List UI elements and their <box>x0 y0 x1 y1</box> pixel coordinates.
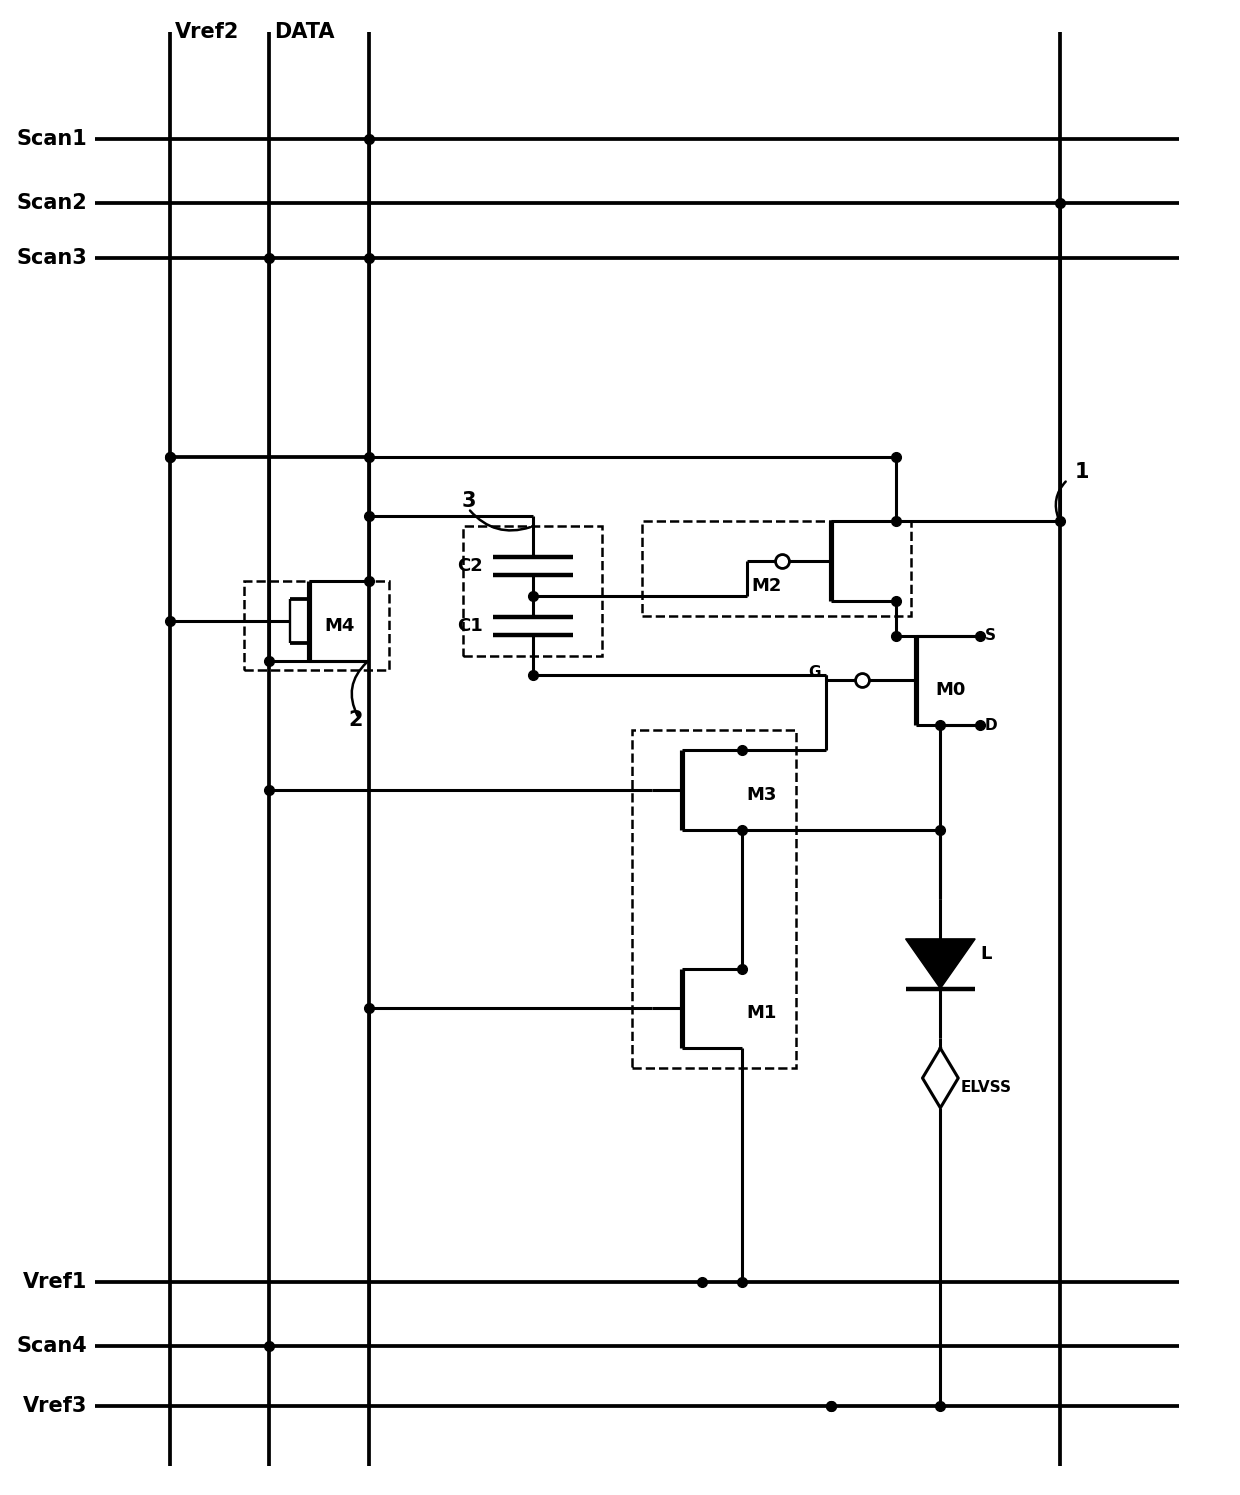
Text: D: D <box>985 718 998 733</box>
Text: M3: M3 <box>746 786 777 804</box>
Bar <box>642 522 910 616</box>
Polygon shape <box>905 939 975 988</box>
Text: M1: M1 <box>746 1005 777 1023</box>
Text: M2: M2 <box>751 577 782 595</box>
Bar <box>244 582 388 670</box>
Text: 2: 2 <box>348 710 363 730</box>
Text: M0: M0 <box>935 682 966 700</box>
Text: DATA: DATA <box>274 22 335 42</box>
Bar <box>632 730 796 1067</box>
Bar <box>464 526 603 655</box>
Text: Vref1: Vref1 <box>24 1272 87 1292</box>
Text: G: G <box>808 665 821 680</box>
Text: C1: C1 <box>458 617 484 635</box>
Text: Vref2: Vref2 <box>175 22 239 42</box>
Text: S: S <box>985 628 996 643</box>
Text: Scan3: Scan3 <box>16 248 87 268</box>
Text: ELVSS: ELVSS <box>960 1081 1012 1096</box>
Text: 1: 1 <box>1075 462 1089 481</box>
Text: Scan2: Scan2 <box>16 193 87 214</box>
Text: 3: 3 <box>461 492 476 511</box>
Text: Scan4: Scan4 <box>16 1337 87 1356</box>
Text: Scan1: Scan1 <box>16 129 87 148</box>
Text: M4: M4 <box>324 617 355 635</box>
Text: Vref3: Vref3 <box>24 1396 87 1416</box>
Text: C2: C2 <box>458 558 484 576</box>
Text: L: L <box>980 945 992 963</box>
